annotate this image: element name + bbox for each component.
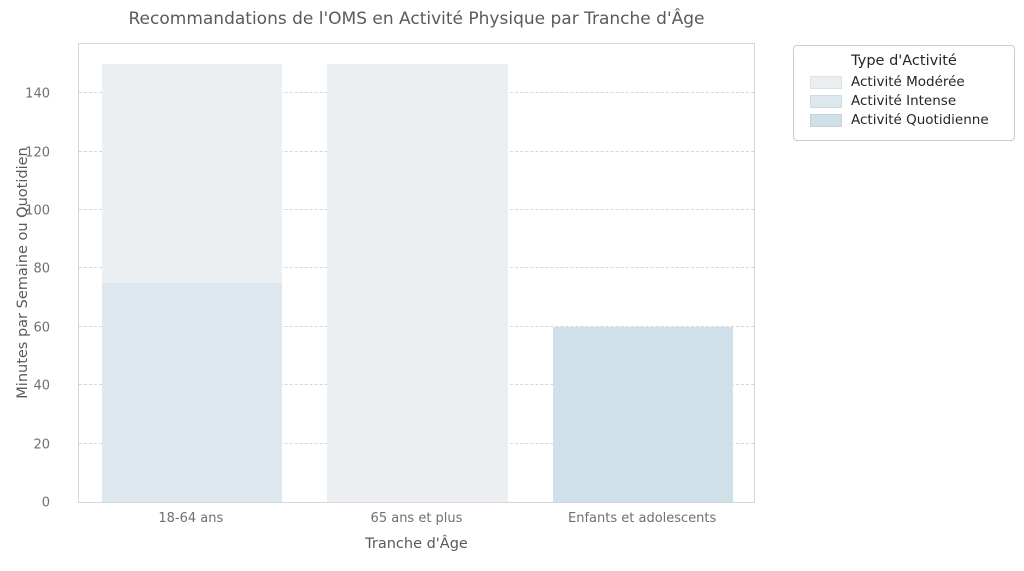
x-axis-label: Tranche d'Âge: [365, 536, 468, 552]
ytick-100: 100: [25, 203, 50, 219]
legend-title: Type d'Activité: [851, 53, 957, 69]
legend-swatch-icon: [810, 75, 842, 89]
xtick-18-64-ans: 18-64 ans: [158, 511, 224, 526]
legend-label: Activité Quotidienne: [851, 112, 989, 128]
xtick-enfants-et-adolescents: Enfants et adolescents: [568, 511, 717, 526]
legend-swatch-icon: [810, 113, 842, 127]
ytick-140: 140: [25, 86, 50, 102]
bar-18-64-ans-2: [101, 282, 283, 502]
ytick-20: 20: [33, 437, 50, 453]
plot-area: [78, 43, 755, 503]
chart-title: Recommandations de l'OMS en Activité Phy…: [128, 9, 705, 29]
legend-entry-3: Activité Quotidienne: [810, 112, 1004, 128]
legend-swatch-icon: [810, 94, 842, 108]
ytick-80: 80: [33, 261, 50, 277]
legend-label: Activité Modérée: [851, 74, 965, 90]
y-axis-label: Minutes par Semaine ou Quotidien: [15, 147, 31, 399]
legend-entry-1: Activité Modérée: [810, 74, 1004, 90]
xtick-65-ans-et-plus: 65 ans et plus: [370, 511, 463, 526]
ytick-120: 120: [25, 145, 50, 161]
ytick-40: 40: [33, 378, 50, 394]
ytick-0: 0: [41, 495, 50, 511]
bar-65-ans-et-plus-1: [327, 63, 508, 502]
legend-entries: Activité Modérée Activité Intense Activité…: [804, 74, 1004, 128]
bar-enfants-et-adolescents-3: [552, 326, 734, 502]
ytick-60: 60: [33, 320, 50, 336]
legend-entry-2: Activité Intense: [810, 93, 1004, 109]
legend-label: Activité Intense: [851, 93, 957, 109]
legend: Type d'Activité Activité Modérée Activité…: [793, 45, 1015, 141]
